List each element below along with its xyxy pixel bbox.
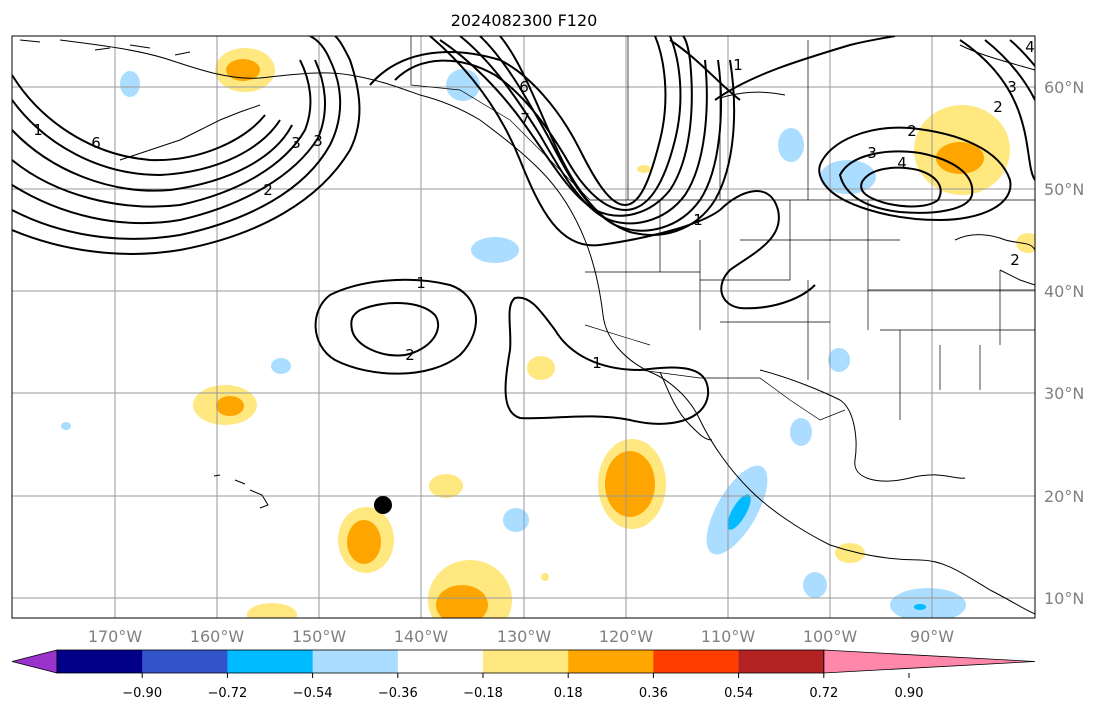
contour-label: 6	[519, 78, 529, 96]
contour-label: 2	[405, 346, 415, 364]
contour-label: 2	[263, 181, 273, 199]
lon-label-110w: 110°W	[701, 627, 756, 646]
lat-label-50n: 50°N	[1044, 180, 1084, 199]
lon-label-100w: 100°W	[803, 627, 858, 646]
colorbar-segment	[653, 650, 739, 673]
lat-label-60n: 60°N	[1044, 78, 1084, 97]
positive-anomaly	[637, 165, 651, 173]
colorbar-extend-high	[824, 650, 1035, 673]
positive-anomaly-core	[605, 451, 655, 517]
latitude-labels: 60°N 50°N 40°N 30°N 20°N 10°N	[1044, 78, 1084, 608]
negative-anomaly	[471, 237, 519, 263]
contour-label: 3	[1007, 78, 1017, 96]
colorbar: −0.90 −0.72 −0.54 −0.36 −0.18 0.18 0.36 0.54 0.7…	[12, 650, 1035, 701]
negative-anomaly	[271, 358, 291, 374]
lat-label-30n: 30°N	[1044, 384, 1084, 403]
contour-label: 3	[291, 134, 301, 152]
contour-label: 3	[867, 144, 877, 162]
contour-label: 4	[1025, 38, 1035, 56]
lat-label-10n: 10°N	[1044, 589, 1084, 608]
contour-label: 2	[1010, 251, 1020, 269]
colorbar-tick-label: 0.90	[895, 686, 924, 701]
contour-label: 1	[693, 211, 703, 229]
colorbar-tick-label: −0.18	[463, 686, 503, 701]
positive-anomaly-core	[436, 585, 488, 625]
positive-anomaly	[527, 356, 555, 380]
colorbar-tick-label: 0.18	[554, 686, 583, 701]
colorbar-tick-label: −0.90	[122, 686, 162, 701]
colorbar-tick-label: 0.36	[639, 686, 668, 701]
lon-label-150w: 150°W	[292, 627, 347, 646]
positive-anomaly	[247, 603, 297, 627]
map-title: 2024082300 F120	[451, 11, 598, 30]
contour-label: 4	[897, 154, 907, 172]
storm-position-marker	[374, 496, 392, 514]
negative-anomaly	[446, 69, 480, 101]
colorbar-tick-label: 0.54	[724, 686, 753, 701]
contour-label: 1	[33, 121, 43, 139]
colorbar-extend-low	[12, 650, 57, 673]
contour-label: 2	[993, 98, 1003, 116]
lon-label-140w: 140°W	[394, 627, 449, 646]
contour-label: 2	[907, 122, 917, 140]
lon-label-170w: 170°W	[88, 627, 143, 646]
positive-anomaly-core	[216, 396, 244, 416]
colorbar-segment	[142, 650, 228, 673]
colorbar-segment	[57, 650, 143, 673]
colorbar-tick-label: −0.54	[293, 686, 333, 701]
contour-label: 7	[520, 110, 530, 128]
lon-label-120w: 120°W	[599, 627, 654, 646]
negative-anomaly	[503, 508, 529, 532]
lon-label-160w: 160°W	[190, 627, 245, 646]
colorbar-tick-label: −0.36	[378, 686, 418, 701]
negative-anomaly	[890, 588, 966, 622]
positive-anomaly	[541, 573, 549, 581]
positive-anomaly-core	[347, 520, 381, 564]
colorbar-segment	[568, 650, 654, 673]
colorbar-tick-label: 0.72	[809, 686, 838, 701]
contour-label: 1	[733, 56, 743, 74]
lat-label-20n: 20°N	[1044, 487, 1084, 506]
colorbar-tick-label: −0.72	[207, 686, 247, 701]
positive-anomaly	[429, 474, 463, 498]
lat-label-40n: 40°N	[1044, 282, 1084, 301]
negative-anomaly	[120, 71, 140, 97]
contour-label: 1	[416, 274, 426, 292]
lon-label-130w: 130°W	[497, 627, 552, 646]
negative-anomaly	[778, 128, 804, 162]
colorbar-segment	[398, 650, 484, 673]
negative-anomaly	[790, 418, 812, 446]
negative-anomaly	[803, 572, 827, 598]
colorbar-segment	[313, 650, 399, 673]
colorbar-segment	[483, 650, 569, 673]
colorbar-segment	[227, 650, 313, 673]
negative-anomaly-core	[914, 604, 926, 610]
contour-label: 1	[592, 354, 602, 372]
map-area: 1 6 2 3 3 6 7 1 1 1 2 1 2 3 4 2 3 4 2	[12, 36, 1040, 640]
contour-label: 6	[91, 134, 101, 152]
lon-label-90w: 90°W	[910, 627, 954, 646]
negative-anomaly	[61, 422, 71, 430]
negative-anomaly	[828, 348, 850, 372]
longitude-labels: 170°W 160°W 150°W 140°W 130°W 120°W 110°…	[88, 627, 954, 646]
contour-label: 3	[313, 132, 323, 150]
colorbar-segment	[739, 650, 825, 673]
